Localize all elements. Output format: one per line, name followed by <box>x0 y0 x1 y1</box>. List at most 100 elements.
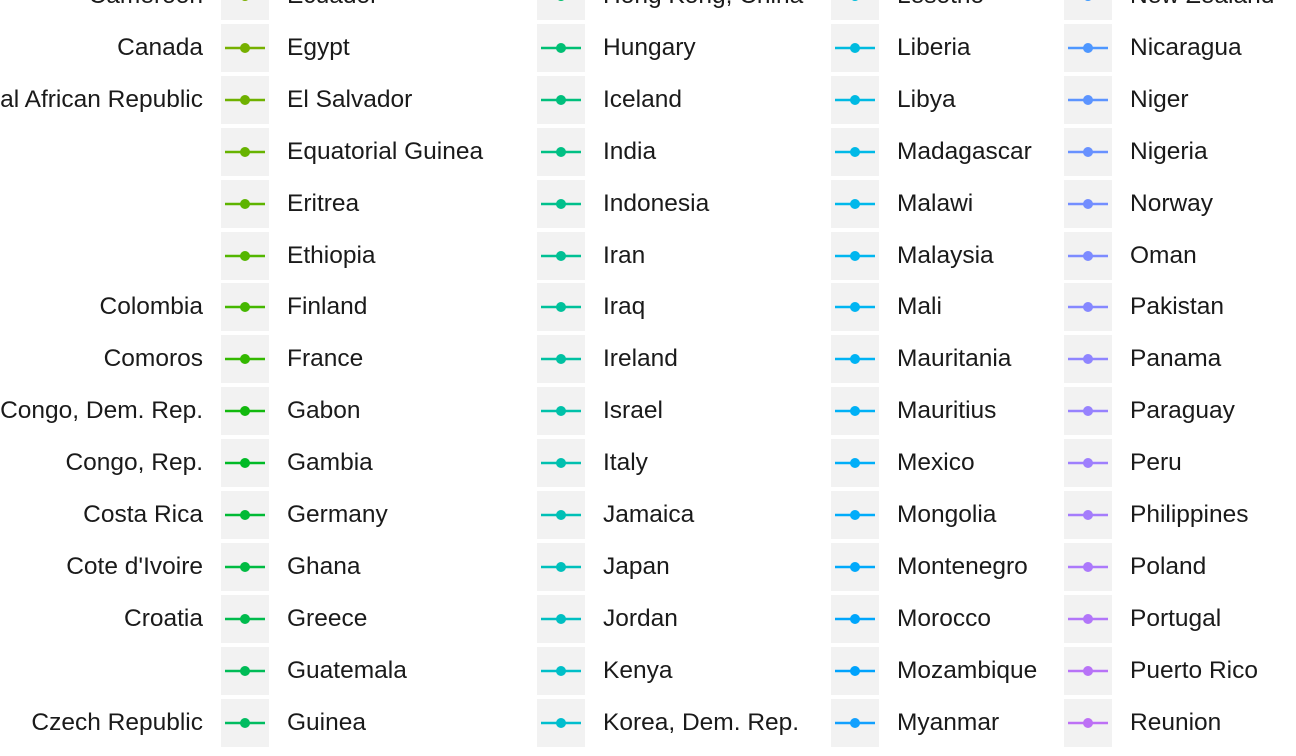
legend-label: Lesotho <box>897 0 984 20</box>
legend-key <box>1064 23 1112 72</box>
legend-key <box>221 23 269 72</box>
legend-swatch-icon <box>1085 0 1091 1</box>
legend-series-point <box>240 510 250 520</box>
legend-label: Gambia <box>287 449 373 477</box>
legend-series-point <box>850 613 860 624</box>
legend-series-point <box>240 561 250 572</box>
legend-series-point <box>1083 510 1093 520</box>
legend-series-point <box>556 561 566 572</box>
legend-label: Eritrea <box>287 189 360 217</box>
legend-swatch-icon <box>541 198 581 209</box>
legend-label: Ethiopia <box>287 241 376 269</box>
legend-swatch-icon <box>835 406 875 417</box>
legend-key <box>1064 542 1112 591</box>
legend-swatch-icon <box>835 717 875 728</box>
legend-key <box>537 231 585 280</box>
legend-key <box>831 23 879 72</box>
legend-key <box>221 542 269 591</box>
legend-key <box>221 231 269 280</box>
legend-series-point <box>1083 302 1093 313</box>
legend-key <box>831 179 879 228</box>
legend-key <box>1064 231 1112 280</box>
legend-label: Guinea <box>287 708 367 736</box>
legend-label: Hong Kong, China <box>603 0 803 20</box>
legend-series-point <box>240 354 250 365</box>
legend-key <box>537 646 585 695</box>
legend-swatch-icon <box>541 406 581 417</box>
legend-label: Ecuador <box>287 0 378 20</box>
legend-swatch-icon <box>242 0 248 1</box>
legend-key <box>831 335 879 384</box>
legend-key <box>537 439 585 488</box>
legend-label: Comoros <box>103 345 203 373</box>
legend-swatch-icon <box>541 354 581 365</box>
legend-series-point <box>850 94 860 105</box>
legend-swatch-icon <box>1068 665 1108 676</box>
legend-key <box>221 335 269 384</box>
legend-swatch-icon <box>541 717 581 728</box>
legend-series-point <box>556 510 566 520</box>
legend-key <box>537 23 585 72</box>
legend-swatch-icon <box>225 302 265 313</box>
legend-swatch-icon <box>1068 302 1108 313</box>
legend-series-point <box>1083 406 1093 417</box>
legend-series-point <box>240 94 250 105</box>
legend-swatch-icon <box>225 510 265 520</box>
legend-series-point <box>556 302 566 313</box>
legend-label: Mauritania <box>897 345 1012 373</box>
legend-series-point <box>556 198 566 209</box>
legend-key <box>831 646 879 695</box>
legend-key <box>221 0 269 20</box>
legend-label: Liberia <box>897 33 971 61</box>
legend-key <box>831 542 879 591</box>
legend-label: Jamaica <box>603 501 695 528</box>
legend-label: Ghana <box>287 552 361 580</box>
legend-key <box>1064 698 1112 747</box>
legend-series-point <box>240 250 250 261</box>
legend-swatch-icon <box>541 302 581 313</box>
legend-swatch-icon <box>1068 250 1108 261</box>
legend-key <box>221 439 269 488</box>
legend-series-point <box>850 406 860 417</box>
legend-series-point <box>850 665 860 676</box>
legend-label: Mexico <box>897 449 975 477</box>
legend-label: Croatia <box>124 604 203 632</box>
legend-key <box>537 283 585 332</box>
legend-swatch-icon <box>835 198 875 209</box>
legend-label: Hungary <box>603 33 696 61</box>
legend-series-point <box>1083 250 1093 261</box>
legend-label: Finland <box>287 293 368 321</box>
legend-key <box>537 387 585 436</box>
legend-series-point <box>556 146 566 157</box>
legend-series-point <box>850 250 860 261</box>
legend-key <box>221 75 269 124</box>
legend-swatch-icon <box>1068 458 1108 469</box>
legend-key <box>221 283 269 332</box>
legend-swatch-icon <box>225 146 265 157</box>
legend-label: Costa Rica <box>83 501 203 528</box>
legend-swatch-icon <box>541 146 581 157</box>
legend-label: Peru <box>1130 449 1182 477</box>
legend-label: New Zealand <box>1130 0 1274 20</box>
legend-series-point <box>1083 561 1093 572</box>
legend-series-point <box>850 458 860 469</box>
legend-swatch-icon <box>1068 146 1108 157</box>
legend-series-point <box>1083 613 1093 624</box>
legend-series-point <box>556 250 566 261</box>
legend-swatch-icon <box>1068 717 1108 728</box>
legend-series-point <box>850 561 860 572</box>
legend-swatch-icon <box>835 302 875 313</box>
legend-series-point <box>852 0 858 1</box>
legend-key <box>221 127 269 176</box>
legend-series-point <box>240 613 250 624</box>
legend-key <box>831 491 879 539</box>
legend-series-point <box>1083 458 1093 469</box>
legend-label: Madagascar <box>897 137 1032 165</box>
legend-label: Nicaragua <box>1130 33 1242 61</box>
legend-series-point <box>240 665 250 676</box>
legend-series-point <box>850 42 860 53</box>
legend-label: Greece <box>287 604 368 632</box>
legend-label: Philippines <box>1130 501 1249 528</box>
legend-key <box>1064 0 1112 20</box>
legend-label: Mali <box>897 293 942 321</box>
